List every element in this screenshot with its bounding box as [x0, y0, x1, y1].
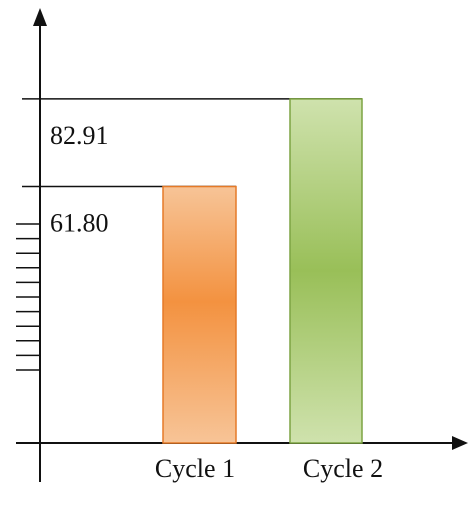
x-axis-arrow-icon [452, 436, 468, 450]
bars [162, 98, 363, 444]
bar-cycle-1 [162, 185, 237, 444]
value-label-cycle-1: 61.80 [50, 209, 109, 238]
y-axis-ticks [16, 223, 40, 371]
y-axis-arrow-icon [33, 8, 47, 26]
labels: 61.80 Cycle 1 82.91 Cycle 2 [50, 121, 383, 483]
value-label-cycle-2: 82.91 [50, 121, 109, 150]
bar-cycle-2 [289, 98, 363, 444]
category-label-cycle-1: Cycle 1 [155, 454, 235, 483]
category-label-cycle-2: Cycle 2 [303, 454, 383, 483]
